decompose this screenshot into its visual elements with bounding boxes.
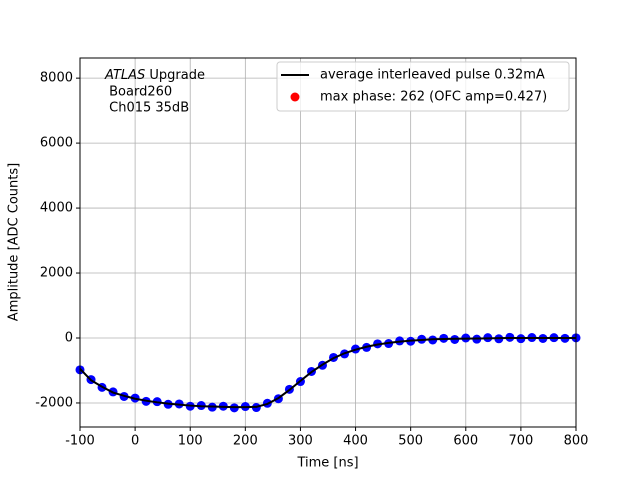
y-tick-label: 0 (65, 330, 73, 345)
x-tick-label: 600 (453, 434, 478, 449)
x-tick-label: 700 (508, 434, 533, 449)
annotation-line: Board260 (105, 85, 172, 100)
legend: average interleaved pulse 0.32mA max phas… (276, 61, 570, 112)
annotation: ATLAS Upgrade (104, 68, 205, 83)
x-tick-label: 400 (343, 434, 368, 449)
axes-frame (79, 57, 577, 428)
x-tick-label: 300 (288, 434, 313, 449)
annotation-line: Ch015 35dB (105, 101, 189, 116)
line (79, 336, 576, 409)
y-tick-label: 2000 (40, 266, 73, 281)
x-axis-label: Time [ns] (296, 456, 358, 471)
annotation-rest: Upgrade (145, 68, 205, 83)
y-tick-label: 4000 (40, 201, 73, 216)
y-axis-label: Amplitude [ADC Counts] (7, 163, 22, 321)
legend-label: max phase: 262 (OFC amp=0.427) (320, 90, 547, 105)
legend-marker (290, 92, 300, 102)
x-tick-label: 500 (398, 434, 423, 449)
marks (75, 332, 581, 413)
x-tick-label: -100 (65, 434, 95, 449)
y-tick-label: 8000 (40, 71, 73, 86)
x-tick-label: 100 (178, 434, 203, 449)
x-tick-label: 800 (564, 434, 589, 449)
y-tick-label: -2000 (35, 395, 73, 410)
y-tick-label: 6000 (40, 136, 73, 151)
legend-label: average interleaved pulse 0.32mA (320, 68, 545, 83)
x-tick-label: 0 (131, 434, 139, 449)
x-tick-label: 200 (233, 434, 258, 449)
legend-box (276, 61, 570, 112)
annotation-italic: ATLAS (104, 68, 145, 83)
